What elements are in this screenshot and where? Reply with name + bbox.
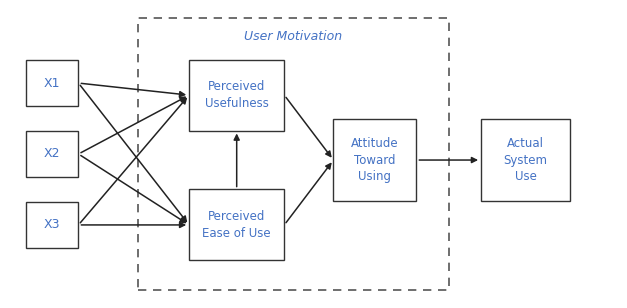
Bar: [189, 60, 284, 131]
Bar: [26, 201, 78, 248]
Bar: [26, 131, 78, 177]
Bar: [26, 60, 78, 107]
Bar: [139, 18, 449, 290]
Bar: [334, 119, 416, 201]
Bar: [189, 189, 284, 260]
Bar: [481, 119, 570, 201]
Text: X2: X2: [44, 148, 61, 160]
Text: Perceived
Ease of Use: Perceived Ease of Use: [203, 210, 271, 240]
Text: Attitude
Toward
Using: Attitude Toward Using: [351, 137, 399, 183]
Text: X3: X3: [44, 218, 61, 231]
Text: Perceived
Usefulness: Perceived Usefulness: [205, 80, 268, 110]
Text: X1: X1: [44, 77, 61, 90]
Text: User Motivation: User Motivation: [245, 30, 342, 43]
Text: Actual
System
Use: Actual System Use: [503, 137, 547, 183]
